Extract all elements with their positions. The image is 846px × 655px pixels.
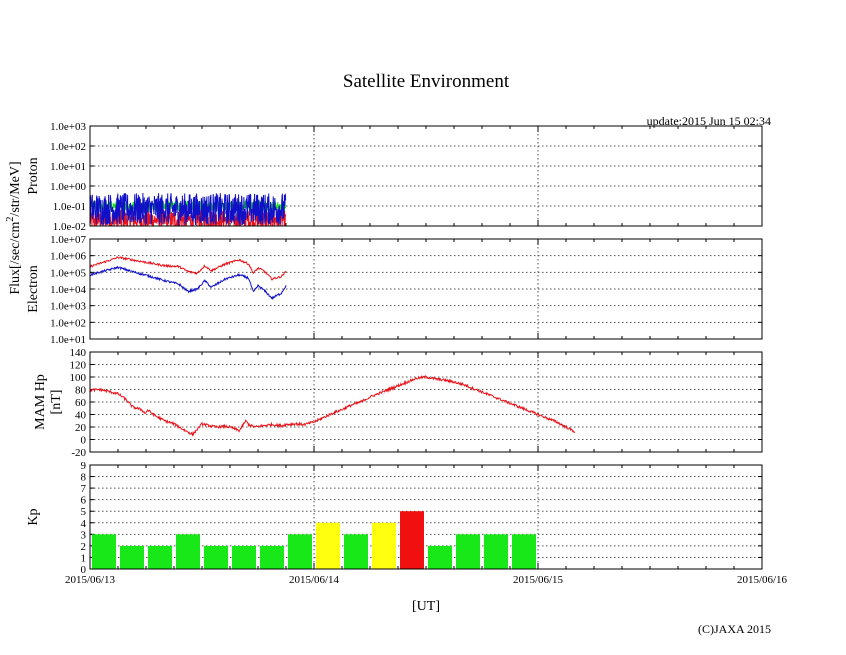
- kp-bar: [400, 511, 424, 569]
- y-tick-label: -20: [71, 447, 86, 459]
- kp-bar: [372, 522, 396, 569]
- flux-units-tail: /str/MeV]: [8, 161, 23, 216]
- y-tick-label: 1.0e-02: [53, 221, 86, 233]
- kp-bar: [120, 545, 144, 569]
- flux-units-main: Flux[/sec/cm: [8, 221, 23, 294]
- chart-title: Satellite Environment: [343, 71, 510, 92]
- y-tick-label: 0: [81, 435, 87, 447]
- y-tick-label: 1.0e+03: [50, 121, 86, 133]
- y-tick-label: 5: [81, 506, 87, 518]
- panel-data: [90, 192, 287, 226]
- update-timestamp: update:2015 Jun 15 02:34: [647, 114, 771, 128]
- y-tick-label: 9: [81, 460, 87, 472]
- kp-bar: [428, 545, 452, 569]
- copyright: (C)JAXA 2015: [698, 622, 771, 636]
- y-tick-label: 2: [81, 541, 87, 553]
- kp-bar: [204, 545, 228, 569]
- panel-data: [92, 511, 536, 569]
- series-line-hp-red: [90, 374, 576, 437]
- kp-bar: [316, 522, 340, 569]
- series-line-electron-blue: [90, 265, 287, 300]
- panel-data: [90, 256, 287, 300]
- panel-frame: [89, 125, 763, 227]
- y-axis-label: MAM Hp: [33, 374, 48, 430]
- panel-frame: [89, 464, 763, 570]
- y-tick-label: 7: [81, 483, 87, 495]
- y-tick-label: 8: [81, 472, 87, 484]
- flux-units-label: Flux[/sec/cm2/str/MeV]: [5, 161, 23, 294]
- panel-electron: 1.0e+01 1.0e+02 1.0e+03 1.0e+04 1.0e+05 1.0e+…: [26, 234, 763, 346]
- x-axis-label: [UT]: [412, 599, 440, 614]
- kp-bar: [484, 534, 508, 569]
- y-tick-label: 1.0e+02: [50, 141, 86, 153]
- panel-frame: [89, 351, 763, 453]
- y-tick-label: 1.0e+01: [50, 161, 86, 173]
- y-tick-label: 1.0e+04: [50, 284, 86, 296]
- y-tick-label: 1.0e-01: [53, 201, 86, 213]
- series-line-electron-red: [90, 256, 287, 281]
- panel-frame: [89, 238, 763, 340]
- kp-bar: [344, 534, 368, 569]
- kp-bar: [148, 545, 172, 569]
- y-tick-label: 1.0e+06: [50, 251, 86, 263]
- kp-bar: [176, 534, 200, 569]
- x-tick-label: 2015/06/14: [289, 574, 340, 586]
- kp-bar: [92, 534, 116, 569]
- panel-proton: 1.0e-02 1.0e-01 1.0e+00 1.0e+01 1.0e+02 1.0e+…: [26, 121, 763, 233]
- y-tick-label: 0: [81, 564, 87, 576]
- y-tick-label: 3: [81, 529, 87, 541]
- y-axis-label: Electron: [26, 265, 41, 312]
- x-tick-label: 2015/06/13: [65, 574, 116, 586]
- y-tick-label: 1.0e+03: [50, 301, 86, 313]
- y-tick-label: 1.0e+00: [50, 181, 86, 193]
- kp-bar: [288, 534, 312, 569]
- chart-panels: 1.0e-021.0e-011.0e+001.0e+011.0e+021.0e+…: [26, 121, 763, 576]
- y-tick-label: 6: [81, 495, 87, 507]
- y-tick-label: 1: [81, 552, 87, 564]
- y-tick-label: 100: [70, 372, 87, 384]
- x-axis-ticks: 2015/06/13 2015/06/14 2015/06/15 2015/06/16: [65, 574, 788, 586]
- y-tick-label: 1.0e+02: [50, 317, 86, 329]
- kp-bar: [232, 545, 256, 569]
- y-tick-label: 140: [70, 347, 87, 359]
- kp-bar: [512, 534, 536, 569]
- panel-data: [90, 374, 576, 437]
- y-tick-label: 60: [75, 397, 87, 409]
- series-line-proton-blue: [90, 192, 287, 226]
- y-tick-label: 80: [75, 385, 87, 397]
- y-tick-label: 1.0e+05: [50, 267, 86, 279]
- y-axis-unit: [nT]: [49, 390, 64, 415]
- y-tick-label: 4: [81, 518, 87, 530]
- y-tick-label: 40: [75, 410, 87, 422]
- x-tick-label: 2015/06/16: [737, 574, 788, 586]
- y-axis-label: Proton: [26, 157, 41, 194]
- y-tick-label: 120: [70, 360, 87, 372]
- kp-bar: [456, 534, 480, 569]
- flux-units-sup: 2: [5, 217, 16, 222]
- y-tick-label: 1.0e+01: [50, 334, 86, 346]
- kp-bar: [260, 545, 284, 569]
- y-tick-label: 20: [75, 422, 87, 434]
- x-tick-label: 2015/06/15: [513, 574, 564, 586]
- y-axis-label: Kp: [26, 508, 41, 525]
- y-tick-label: 1.0e+07: [50, 234, 86, 246]
